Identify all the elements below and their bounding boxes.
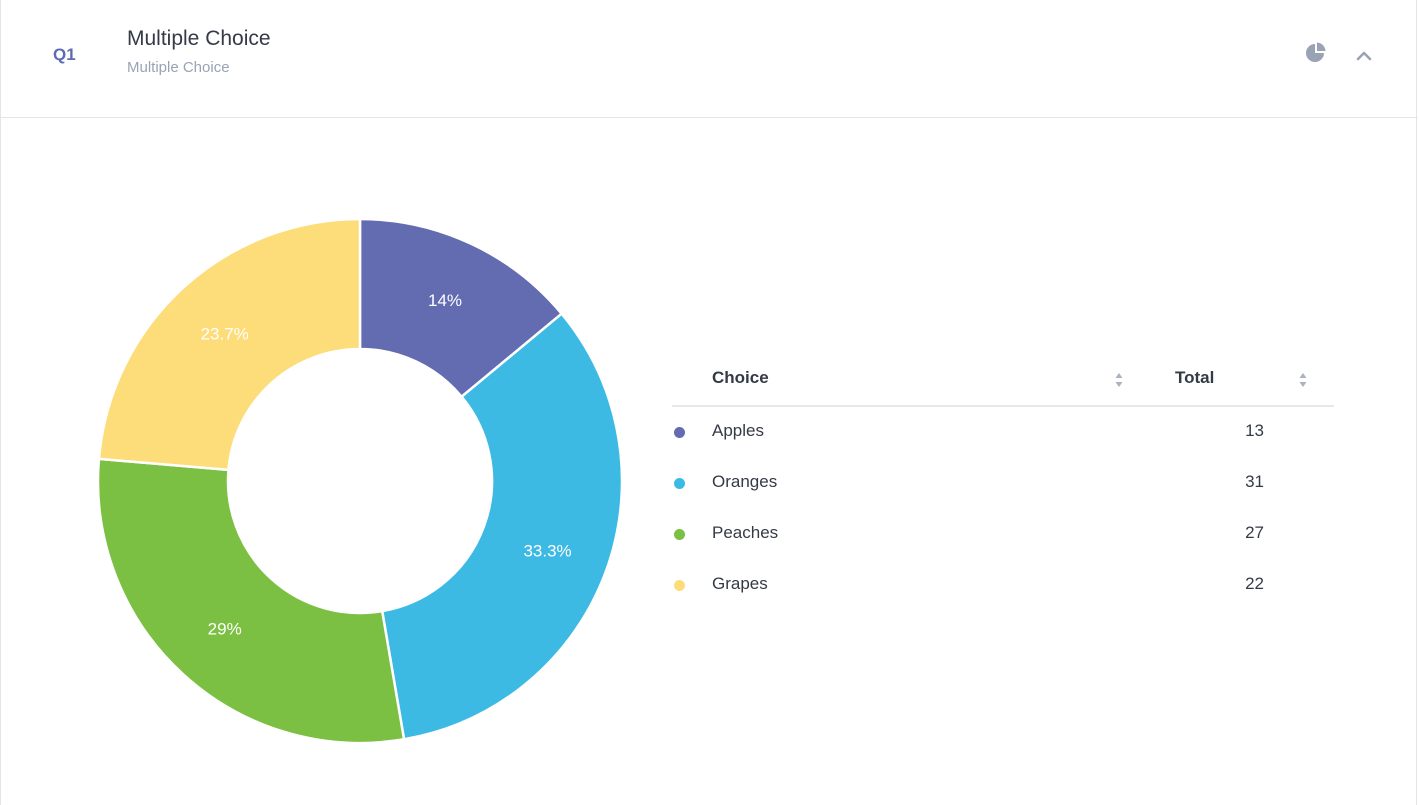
column-header-total[interactable]: Total xyxy=(1175,368,1215,387)
question-header: Q1 Multiple Choice Multiple Choice xyxy=(1,0,1418,118)
sort-icon[interactable] xyxy=(1298,371,1308,389)
question-type: Multiple Choice xyxy=(127,59,230,76)
column-header-choice[interactable]: Choice xyxy=(712,368,769,387)
table-row: Oranges 31 xyxy=(672,458,1334,509)
choice-label: Peaches xyxy=(712,523,779,542)
table-row: Apples 13 xyxy=(672,407,1334,458)
donut-chart: 14% 33.3% 29% 23.7% xyxy=(81,205,641,765)
legend-dot-icon xyxy=(674,427,685,438)
sort-icon[interactable] xyxy=(1114,371,1124,389)
pie-chart-icon[interactable] xyxy=(1304,41,1328,65)
table-row: Grapes 22 xyxy=(672,560,1334,611)
choice-label: Oranges xyxy=(712,472,778,491)
choice-label: Grapes xyxy=(712,574,768,593)
choice-total: 27 xyxy=(1245,523,1264,542)
choice-total: 13 xyxy=(1245,421,1264,440)
slice-peaches[interactable] xyxy=(96,457,406,745)
slice-label: 33.3% xyxy=(523,541,571,560)
legend-dot-icon xyxy=(674,580,685,591)
choice-label: Apples xyxy=(712,421,764,440)
chevron-up-icon[interactable] xyxy=(1352,44,1376,68)
choice-total: 22 xyxy=(1245,574,1264,593)
question-title: Multiple Choice xyxy=(127,27,271,50)
slice-grapes[interactable] xyxy=(97,217,362,472)
slice-label: 14% xyxy=(428,291,462,310)
slice-label: 29% xyxy=(208,619,242,638)
choice-total: 31 xyxy=(1245,472,1264,491)
donut-chart-svg: 14% 33.3% 29% 23.7% xyxy=(96,217,624,745)
legend-dot-icon xyxy=(674,478,685,489)
slice-apples[interactable] xyxy=(358,217,564,399)
slice-oranges[interactable] xyxy=(380,311,624,741)
table-header: Choice Total xyxy=(672,356,1334,407)
slice-label: 23.7% xyxy=(201,325,249,344)
choices-table: Choice Total Apples 13 Oranges xyxy=(672,356,1334,611)
question-number: Q1 xyxy=(53,45,76,64)
legend-dot-icon xyxy=(674,529,685,540)
table-row: Peaches 27 xyxy=(672,509,1334,560)
